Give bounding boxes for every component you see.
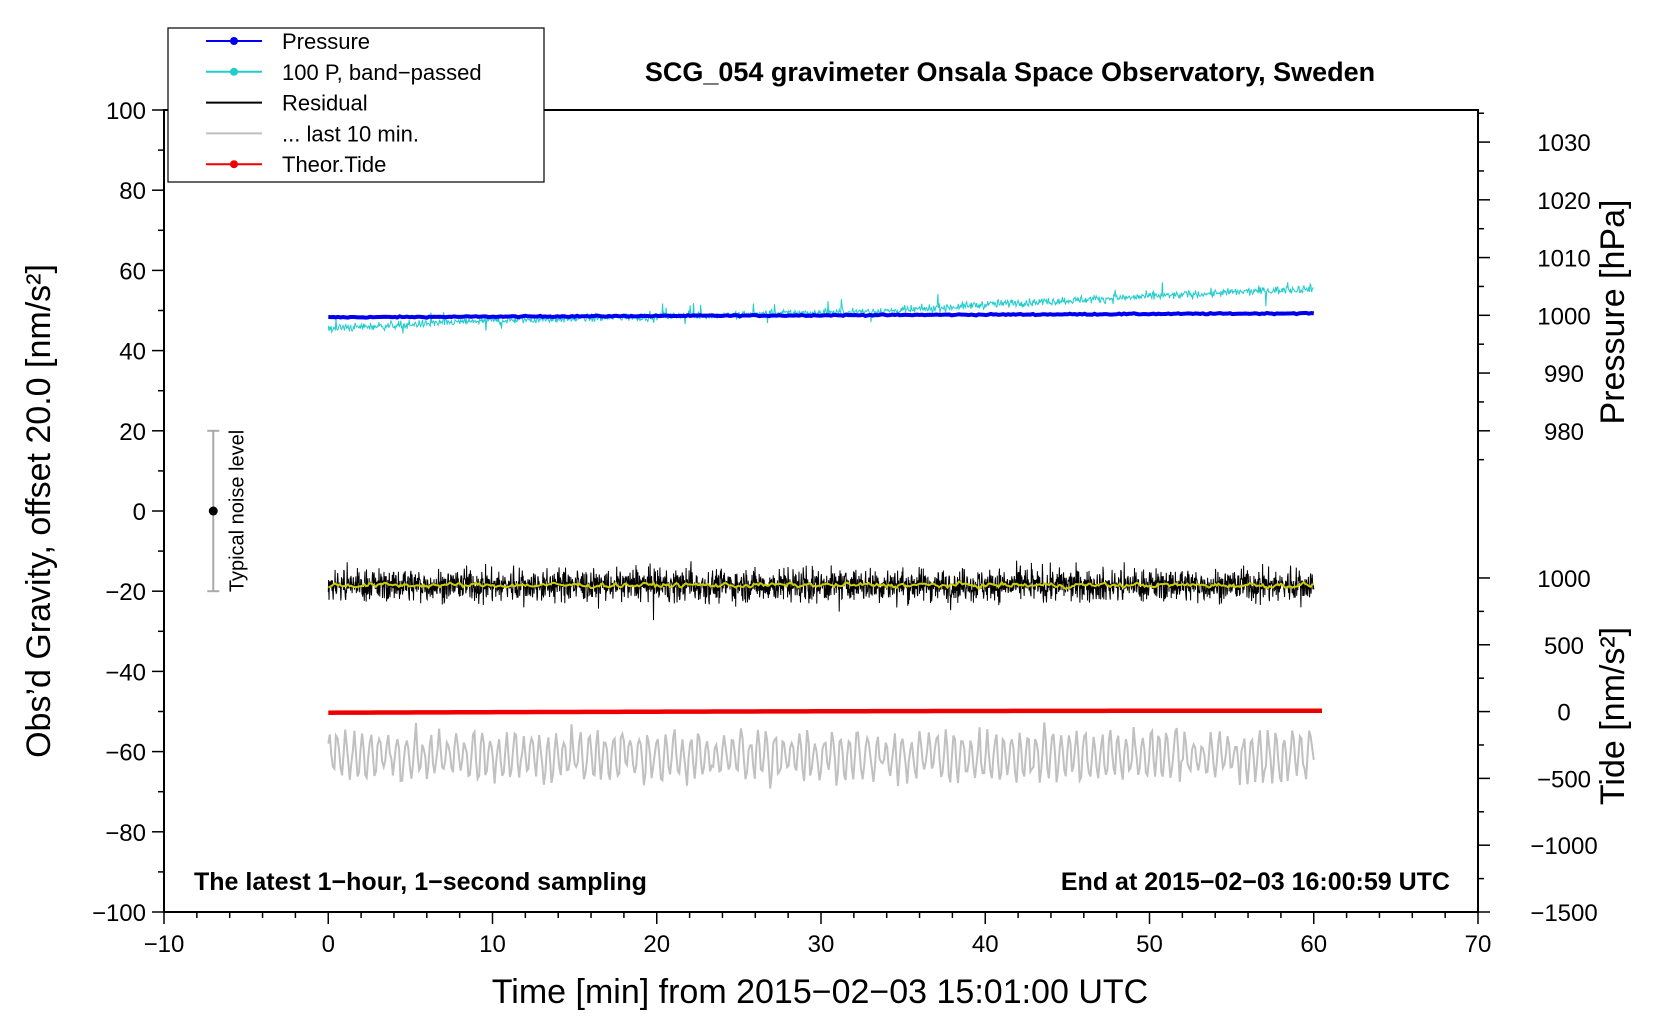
tide-tick-label: −1500 [1530, 900, 1597, 927]
tide-tick-label: −500 [1537, 766, 1591, 793]
x-tick-label: 70 [1465, 931, 1492, 958]
y-axis-title-left: Obs’d Gravity, offset 20.0 [nm/s²] [20, 264, 58, 758]
x-tick-label: 60 [1300, 931, 1327, 958]
legend-label: Pressure [282, 29, 370, 54]
y-tick-label: −80 [105, 820, 146, 847]
tide-tick-label: −1000 [1530, 833, 1597, 860]
series-pressure-line [328, 310, 1315, 320]
y-tick-label: 100 [106, 98, 146, 125]
x-tick-label: −10 [144, 931, 185, 958]
series-theoretical-tide-line [328, 708, 1322, 715]
y-tick-label: −100 [92, 900, 146, 927]
tide-tick-label: 500 [1544, 633, 1584, 660]
y-tick-label: −60 [105, 740, 146, 767]
series-bandpassed-pressure-line [327, 282, 1314, 335]
legend-entry: ... last 10 min. [206, 121, 419, 146]
pressure-tick-label: 1010 [1537, 246, 1590, 273]
tick-labels-layer: −10 0 10 20 30 40 50 60 70−100−80−60−40−20020406… [92, 98, 1598, 958]
noise-center-dot [208, 506, 218, 516]
plot-frame [163, 109, 1479, 913]
y-axis-title-pressure: Pressure [hPa] [1594, 200, 1632, 425]
x-tick-label: 30 [808, 931, 835, 958]
noise-level-label: Typical noise level [226, 430, 248, 592]
x-tick-label: 50 [1136, 931, 1163, 958]
legend-label: ... last 10 min. [282, 121, 419, 146]
legend-swatch-marker [230, 160, 238, 169]
noise-level-indicator: Typical noise level [207, 429, 248, 593]
y-tick-label: −20 [105, 579, 146, 606]
legend-swatch-marker [230, 37, 238, 45]
legend-label: Theor.Tide [282, 152, 386, 177]
footer-end-time: End at 2015−02−03 16:00:59 UTC [1061, 868, 1450, 896]
pressure-tick-label: 990 [1544, 361, 1584, 388]
legend-entry: Pressure [206, 29, 370, 54]
legend-entry: 100 P, band−passed [206, 60, 482, 85]
y-axis-title-tide: Tide [nm/s²] [1594, 627, 1632, 805]
series-residual-line [327, 560, 1315, 621]
legend-entry: Residual [206, 91, 368, 116]
x-tick-label: 10 [479, 931, 506, 958]
y-tick-label: 40 [119, 339, 146, 366]
footer-sampling-note: The latest 1−hour, 1−second sampling [194, 868, 647, 896]
y-tick-label: −40 [105, 659, 146, 686]
pressure-tick-label: 1000 [1537, 303, 1590, 330]
legend-entries: Pressure 100 P, band−passed Residual ... la… [206, 29, 482, 177]
ticks-layer [152, 109, 1490, 924]
legend-swatch-marker [230, 67, 238, 76]
chart-title: SCG_054 gravimeter Onsala Space Observat… [645, 57, 1375, 87]
legend-label: 100 P, band−passed [282, 60, 482, 85]
x-tick-label: 0 [322, 931, 335, 958]
y-tick-label: 60 [119, 258, 146, 285]
legend-label: Residual [282, 91, 368, 116]
x-axis-title: Time [min] from 2015−02−03 15:01:00 UTC [492, 973, 1148, 1011]
legend-box [167, 27, 545, 183]
series-residual-smoothed-line [328, 580, 1315, 591]
y-tick-label: 20 [119, 419, 146, 446]
y-tick-label: 0 [133, 499, 146, 526]
series-layer [327, 282, 1322, 789]
x-tick-label: 40 [972, 931, 999, 958]
pressure-tick-label: 980 [1544, 419, 1584, 446]
pressure-tick-label: 1020 [1537, 188, 1590, 215]
pressure-tick-label: 1030 [1537, 130, 1590, 157]
tide-tick-label: 0 [1557, 700, 1570, 727]
tide-tick-label: 1000 [1537, 566, 1590, 593]
series-last-10-min-line [327, 722, 1315, 789]
x-tick-label: 20 [643, 931, 670, 958]
legend-entry: Theor.Tide [206, 152, 386, 177]
y-tick-label: 80 [119, 178, 146, 205]
legend: Pressure 100 P, band−passed Residual ... la… [167, 27, 545, 183]
